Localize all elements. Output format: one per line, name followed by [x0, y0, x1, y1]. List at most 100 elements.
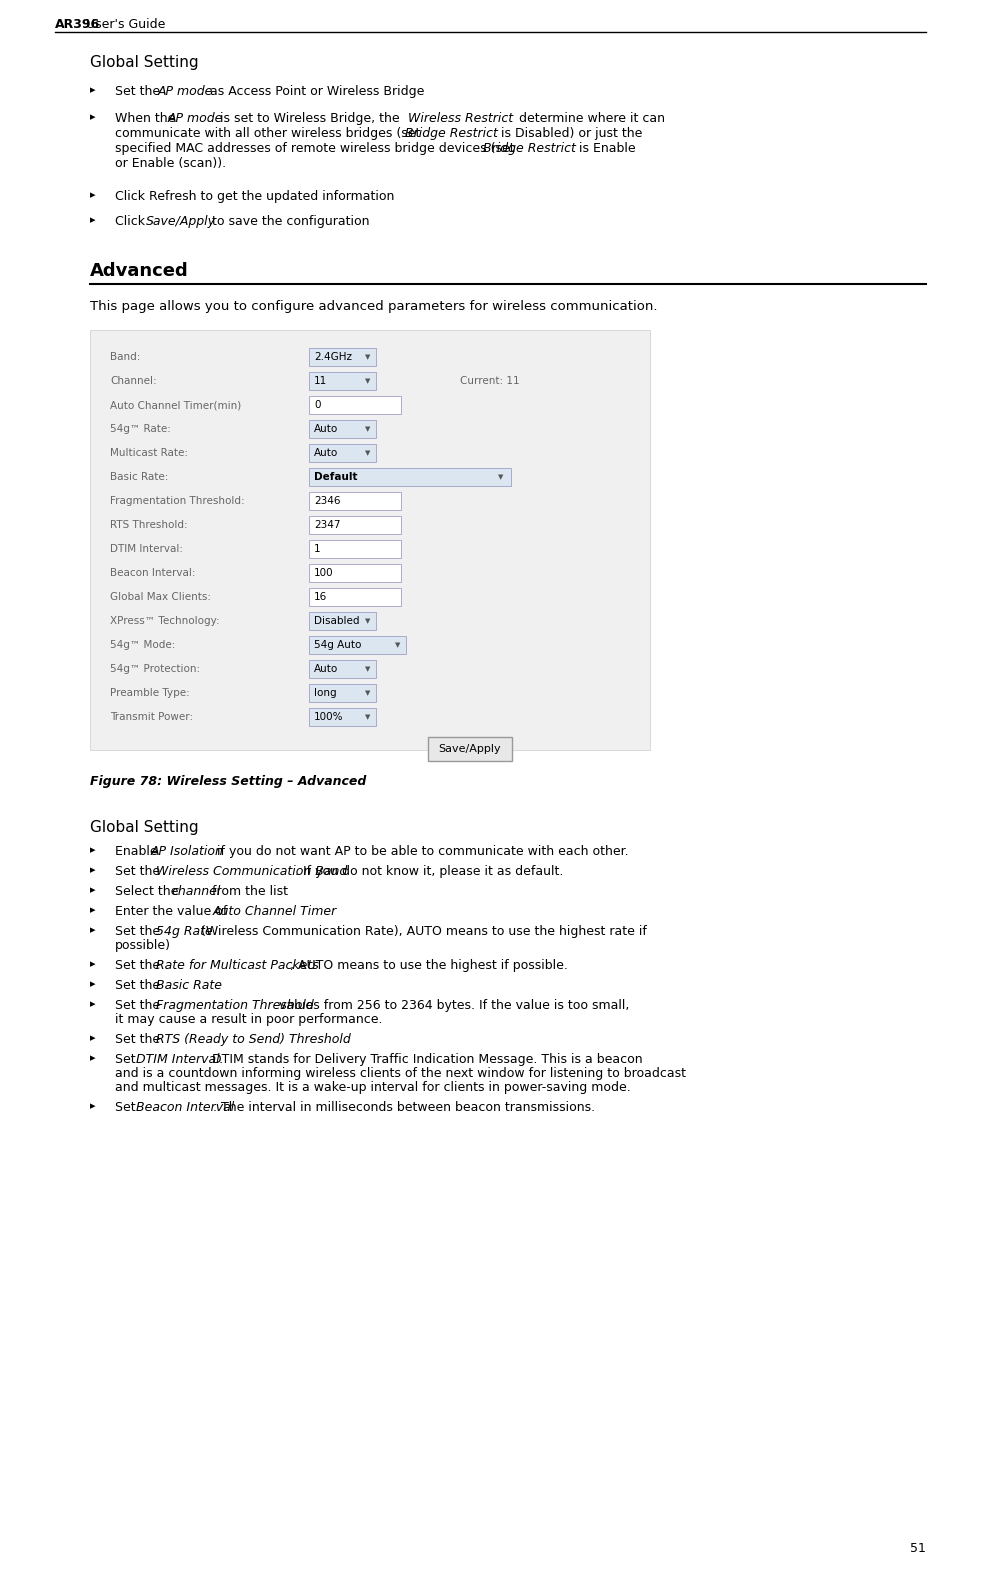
Text: Click: Click	[115, 215, 149, 227]
Text: 1: 1	[314, 544, 321, 554]
Text: (Wireless Communication Rate), AUTO means to use the highest rate if: (Wireless Communication Rate), AUTO mean…	[197, 925, 647, 937]
FancyBboxPatch shape	[309, 492, 401, 510]
Text: is set to Wireless Bridge, the: is set to Wireless Bridge, the	[216, 112, 403, 125]
Text: Set: Set	[115, 1101, 139, 1114]
Text: Bridge Restrict: Bridge Restrict	[483, 142, 576, 155]
Text: AP mode: AP mode	[158, 85, 214, 98]
FancyBboxPatch shape	[309, 709, 376, 726]
FancyBboxPatch shape	[309, 516, 401, 533]
Text: or Enable (scan)).: or Enable (scan)).	[115, 156, 227, 170]
Text: Band:: Band:	[110, 352, 140, 361]
Text: . The interval in milliseconds between beacon transmissions.: . The interval in milliseconds between b…	[213, 1101, 594, 1114]
Text: from the list: from the list	[208, 885, 287, 898]
Text: possible): possible)	[115, 939, 171, 952]
Text: is Disabled) or just the: is Disabled) or just the	[497, 126, 643, 140]
Text: User's Guide: User's Guide	[82, 17, 166, 32]
Text: Set: Set	[115, 1053, 139, 1067]
Text: Save/Apply: Save/Apply	[439, 743, 501, 754]
Text: ▼: ▼	[365, 426, 371, 432]
Text: 2347: 2347	[314, 521, 340, 530]
Text: ▸: ▸	[90, 844, 95, 855]
Text: ▸: ▸	[90, 885, 95, 895]
Text: Multicast Rate:: Multicast Rate:	[110, 448, 188, 458]
Text: Default: Default	[314, 472, 357, 481]
Text: ▸: ▸	[90, 978, 95, 989]
Text: ▸: ▸	[90, 999, 95, 1008]
Text: long: long	[314, 688, 336, 697]
Text: Current: 11: Current: 11	[460, 376, 520, 387]
FancyBboxPatch shape	[309, 349, 376, 366]
FancyBboxPatch shape	[309, 469, 511, 486]
Text: Set the: Set the	[115, 865, 164, 877]
Text: Select the: Select the	[115, 885, 182, 898]
Text: Click Refresh to get the updated information: Click Refresh to get the updated informa…	[115, 189, 394, 204]
Text: ▸: ▸	[90, 925, 95, 936]
FancyBboxPatch shape	[309, 396, 401, 413]
Text: ▸: ▸	[90, 189, 95, 200]
Text: 54g™ Rate:: 54g™ Rate:	[110, 424, 171, 434]
Text: 54g™ Mode:: 54g™ Mode:	[110, 641, 176, 650]
Text: Auto: Auto	[314, 664, 338, 674]
Text: , AUTO means to use the highest if possible.: , AUTO means to use the highest if possi…	[290, 959, 568, 972]
Text: DTIM Interval:: DTIM Interval:	[110, 544, 183, 554]
Text: Set the: Set the	[115, 85, 164, 98]
Text: DTIM stands for Delivery Traffic Indication Message. This is a beacon: DTIM stands for Delivery Traffic Indicat…	[208, 1053, 643, 1067]
Text: ▼: ▼	[365, 450, 371, 456]
FancyBboxPatch shape	[309, 683, 376, 702]
Text: ▸: ▸	[90, 865, 95, 874]
FancyBboxPatch shape	[309, 420, 376, 439]
Text: as Access Point or Wireless Bridge: as Access Point or Wireless Bridge	[206, 85, 425, 98]
Text: Fragmentation Threshold:: Fragmentation Threshold:	[110, 495, 244, 507]
Text: Beacon Interval:: Beacon Interval:	[110, 568, 195, 578]
FancyBboxPatch shape	[428, 737, 512, 761]
Text: if you do not want AP to be able to communicate with each other.: if you do not want AP to be able to comm…	[213, 844, 629, 858]
Text: ▸: ▸	[90, 906, 95, 915]
FancyBboxPatch shape	[309, 563, 401, 582]
Text: and multicast messages. It is a wake-up interval for clients in power-saving mod: and multicast messages. It is a wake-up …	[115, 1081, 631, 1094]
Text: Auto: Auto	[314, 448, 338, 458]
Text: 2.4GHz: 2.4GHz	[314, 352, 352, 361]
Text: Enter the value of: Enter the value of	[115, 906, 232, 918]
Text: ▼: ▼	[365, 666, 371, 672]
Text: Set the: Set the	[115, 959, 164, 972]
Text: specified MAC addresses of remote wireless bridge devices (set: specified MAC addresses of remote wirele…	[115, 142, 519, 155]
Text: Enable: Enable	[115, 844, 162, 858]
Text: Disabled: Disabled	[314, 615, 359, 626]
Text: Advanced: Advanced	[90, 262, 188, 279]
Text: channel: channel	[172, 885, 221, 898]
Text: to save the configuration: to save the configuration	[208, 215, 370, 227]
Text: 2346: 2346	[314, 495, 340, 507]
Text: ▸: ▸	[90, 215, 95, 226]
Text: . If you do not know it, please it as default.: . If you do not know it, please it as de…	[295, 865, 564, 877]
FancyBboxPatch shape	[309, 372, 376, 390]
Text: 0: 0	[314, 399, 321, 410]
Text: ▼: ▼	[365, 690, 371, 696]
Text: Auto Channel Timer: Auto Channel Timer	[213, 906, 337, 918]
Text: AR396: AR396	[55, 17, 100, 32]
Text: Save/Apply: Save/Apply	[146, 215, 216, 227]
Text: Fragmentation Threshold: Fragmentation Threshold	[156, 999, 314, 1011]
Text: ▸: ▸	[90, 85, 95, 95]
Text: When the: When the	[115, 112, 180, 125]
Text: Set the: Set the	[115, 999, 164, 1011]
Text: XPress™ Technology:: XPress™ Technology:	[110, 615, 220, 626]
Text: 54g Auto: 54g Auto	[314, 641, 361, 650]
Text: AP mode: AP mode	[168, 112, 224, 125]
Text: 51: 51	[910, 1542, 926, 1554]
Text: ▼: ▼	[365, 353, 371, 360]
Text: determine where it can: determine where it can	[515, 112, 665, 125]
Text: Auto: Auto	[314, 424, 338, 434]
Text: is Enable: is Enable	[575, 142, 636, 155]
Text: 16: 16	[314, 592, 328, 601]
Text: ▼: ▼	[365, 619, 371, 623]
Text: Transmit Power:: Transmit Power:	[110, 712, 193, 723]
Text: DTIM Interval.: DTIM Interval.	[135, 1053, 224, 1067]
Text: communicate with all other wireless bridges (set: communicate with all other wireless brid…	[115, 126, 425, 140]
Text: Global Max Clients:: Global Max Clients:	[110, 592, 211, 601]
Text: 54g Rate: 54g Rate	[156, 925, 213, 937]
Text: Set the: Set the	[115, 978, 164, 993]
Text: ▸: ▸	[90, 1034, 95, 1043]
Text: Bridge Restrict: Bridge Restrict	[405, 126, 498, 140]
Text: Wireless Restrict: Wireless Restrict	[408, 112, 513, 125]
Text: This page allows you to configure advanced parameters for wireless communication: This page allows you to configure advanc…	[90, 300, 657, 312]
